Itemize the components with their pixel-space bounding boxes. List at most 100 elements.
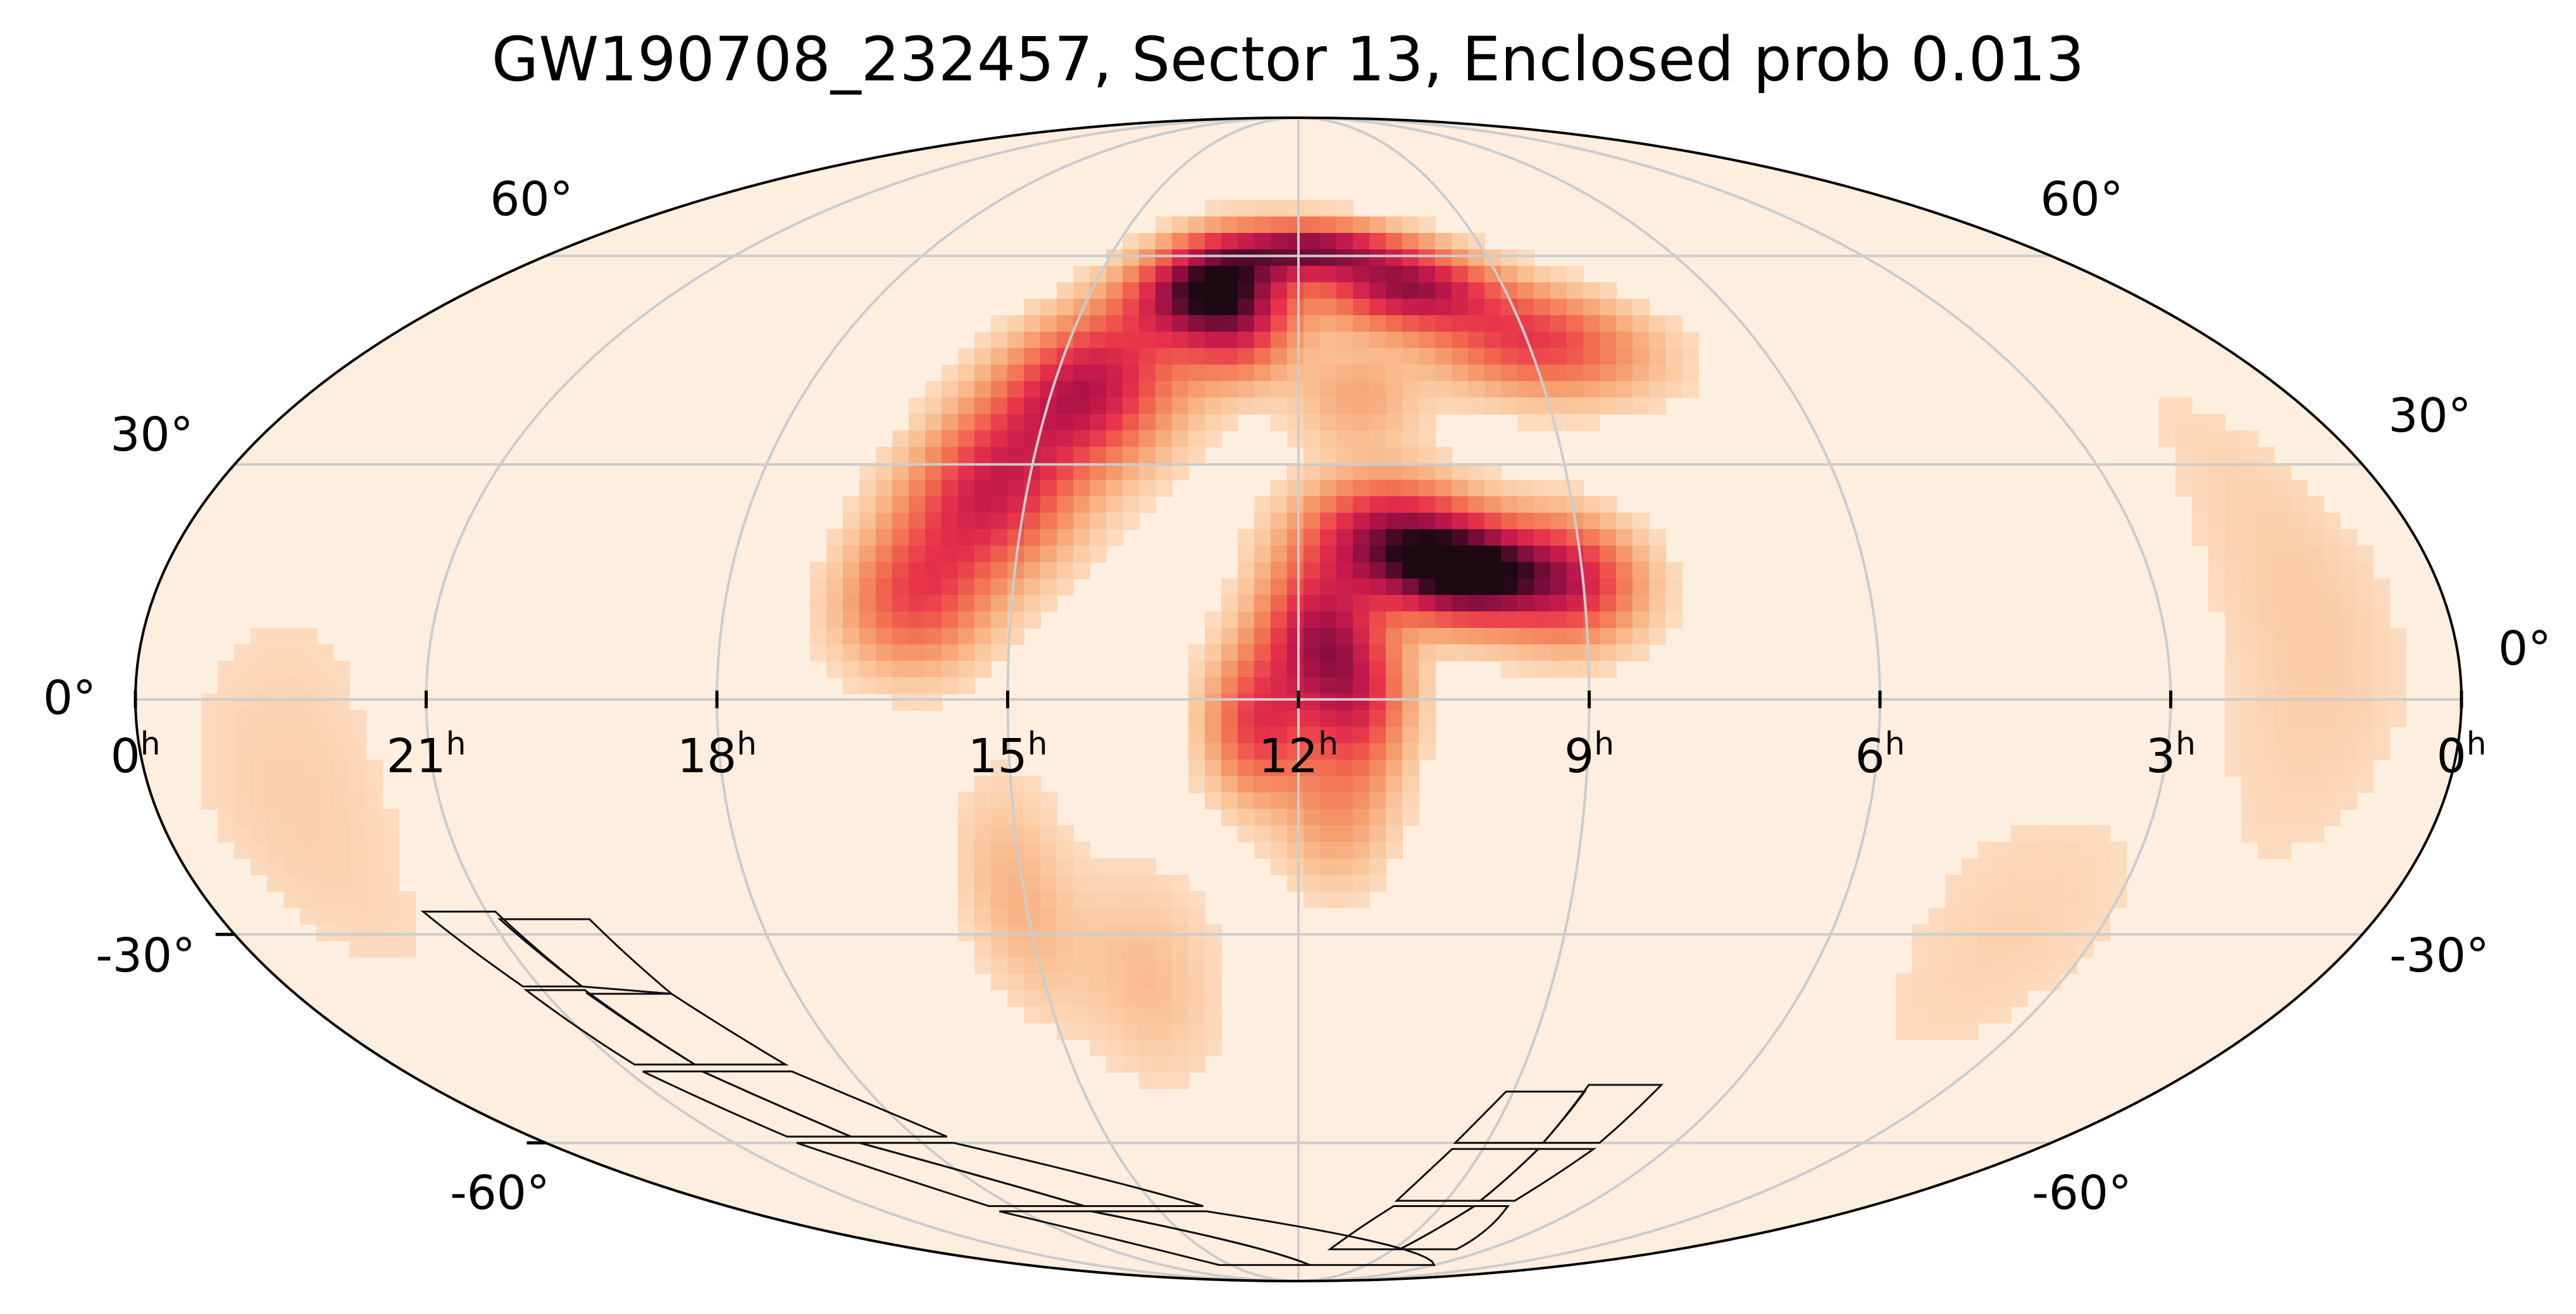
heatmap-cell [2274, 677, 2291, 694]
heatmap-cell [1649, 315, 1666, 332]
heatmap-cell [1024, 776, 1041, 793]
heatmap-cell [1106, 348, 1123, 365]
heatmap-cell [2225, 546, 2242, 563]
heatmap-cell [218, 792, 235, 810]
heatmap-cell [1139, 957, 1156, 974]
ccd-footprint [585, 992, 789, 1066]
heatmap-cell [2225, 677, 2242, 694]
heatmap-cell [1353, 249, 1370, 266]
heatmap-cell [1320, 397, 1337, 415]
heatmap-cell [876, 513, 893, 530]
heatmap-cell [810, 644, 827, 661]
heatmap-cell [1090, 463, 1107, 480]
heatmap-cell [2258, 447, 2275, 464]
heatmap-cell [267, 776, 284, 793]
heatmap-cell [1550, 546, 1567, 563]
heatmap-cell [2241, 546, 2258, 563]
heatmap-cell [2291, 595, 2308, 612]
heatmap-cell [1402, 299, 1419, 316]
heatmap-cell [1024, 875, 1041, 892]
heatmap-cell [1320, 381, 1337, 398]
heatmap-cell [1139, 480, 1156, 497]
heatmap-cell [1040, 299, 1057, 316]
heatmap-cell [1172, 1023, 1189, 1040]
heatmap-cell [810, 611, 827, 629]
heatmap-cell [366, 941, 383, 958]
heatmap-cell [2044, 957, 2061, 974]
heatmap-cell [1336, 266, 1353, 283]
heatmap-cell [267, 875, 284, 892]
heatmap-cell [1336, 825, 1353, 842]
heatmap-cell [1188, 299, 1205, 316]
heatmap-cell [991, 644, 1008, 661]
heatmap-cell [300, 677, 317, 694]
ccd-footprint [702, 1070, 948, 1138]
heatmap-cell [1123, 891, 1140, 908]
heatmap-cell [2044, 858, 2061, 875]
heatmap-cell [1633, 628, 1650, 645]
heatmap-cell [1583, 628, 1600, 645]
heatmap-cell [1419, 397, 1436, 415]
heatmap-cell [316, 924, 333, 941]
heatmap-cell [1320, 809, 1337, 826]
heatmap-cell [1583, 315, 1600, 332]
heatmap-cell [909, 562, 926, 579]
heatmap-cell [1090, 496, 1107, 513]
heatmap-cell [1320, 825, 1337, 842]
heatmap-cell [1517, 579, 1534, 596]
heatmap-cell [2225, 579, 2242, 596]
heatmap-cell [2389, 628, 2406, 645]
heatmap-cell [1550, 661, 1567, 678]
heatmap-cell [942, 529, 959, 546]
heatmap-cell [2192, 414, 2209, 431]
dec-tick-label-left: 0° [43, 671, 96, 725]
dec-tick-label-right: 30° [2388, 389, 2471, 443]
heatmap-cell [925, 661, 942, 678]
heatmap-cell [1090, 957, 1107, 974]
heatmap-cell [1353, 677, 1370, 694]
heatmap-cell [1336, 677, 1353, 694]
heatmap-cell [300, 743, 317, 760]
heatmap-cell [1090, 891, 1107, 908]
heatmap-cell [1188, 924, 1205, 941]
heatmap-cell [1962, 973, 1979, 991]
heatmap-cell [2077, 858, 2094, 875]
heatmap-cell [2274, 628, 2291, 645]
heatmap-cell [843, 529, 860, 546]
heatmap-cell [1271, 496, 1288, 513]
heatmap-cell [1271, 529, 1288, 546]
heatmap-cell [218, 743, 235, 760]
heatmap-cell [2044, 891, 2061, 908]
heatmap-cell [2307, 611, 2324, 629]
heatmap-cell [1287, 266, 1304, 283]
heatmap-cell [1106, 496, 1123, 513]
heatmap-cell [1238, 628, 1255, 645]
heatmap-cell [958, 447, 975, 464]
heatmap-cell [1123, 973, 1140, 991]
heatmap-cell [1057, 875, 1074, 892]
heatmap-cell [843, 496, 860, 513]
heatmap-cell [1172, 447, 1189, 464]
heatmap-cell [333, 661, 350, 678]
heatmap-cell [251, 792, 268, 810]
heatmap-cell [1484, 644, 1502, 661]
heatmap-cell [1402, 694, 1419, 711]
heatmap-cell [1057, 973, 1074, 991]
heatmap-cell [1188, 1039, 1205, 1056]
heatmap-cell [958, 792, 975, 810]
heatmap-cell [2258, 661, 2275, 678]
heatmap-cell [1106, 381, 1123, 398]
heatmap-cell [2389, 644, 2406, 661]
heatmap-cell [2291, 825, 2308, 842]
heatmap-cell [958, 924, 975, 941]
heatmap-cell [1106, 365, 1123, 382]
heatmap-cell [925, 562, 942, 579]
heatmap-cell [1484, 579, 1502, 596]
heatmap-cell [974, 579, 992, 596]
heatmap-cell [1994, 957, 2012, 974]
heatmap-cell [1238, 677, 1255, 694]
heatmap-cell [1172, 908, 1189, 925]
heatmap-cell [1369, 447, 1386, 464]
heatmap-cell [1962, 924, 1979, 941]
heatmap-cell [826, 661, 843, 678]
